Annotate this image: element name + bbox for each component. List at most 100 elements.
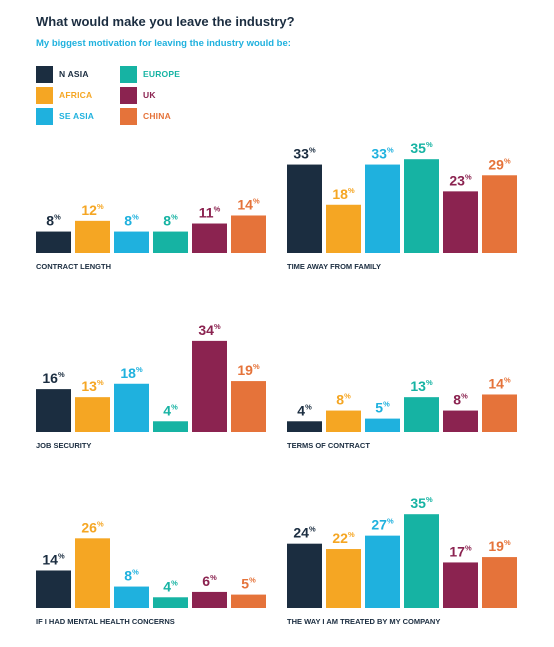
data-label-se-asia: 5% — [375, 400, 390, 416]
data-label-n-asia: 16% — [42, 370, 65, 386]
data-label-africa: 18% — [332, 186, 355, 202]
data-label-n-asia: 8% — [46, 213, 61, 229]
bar-uk — [443, 410, 478, 432]
bar-africa — [75, 397, 110, 432]
chart-title: TIME AWAY FROM FAMILY — [287, 262, 381, 271]
chart-title: JOB SECURITY — [36, 441, 91, 450]
bar-africa — [326, 204, 361, 253]
bar-se-asia — [114, 586, 149, 608]
bar-africa — [326, 410, 361, 432]
data-label-se-asia: 8% — [124, 213, 139, 229]
data-label-se-asia: 33% — [371, 146, 394, 162]
data-label-se-asia: 27% — [371, 517, 394, 533]
page-title: What would make you leave the industry? — [36, 14, 295, 29]
chart-title: CONTRACT LENGTH — [36, 262, 111, 271]
chart-job-security: 16% 13% 18% 4% 34% 19% JOB SECURITY — [36, 322, 266, 450]
data-label-europe: 4% — [163, 578, 178, 594]
chart-terms-of-contract: 4% 8% 5% 13% 8% 14% TERMS OF CONTRACT — [287, 375, 517, 450]
legend-swatch-europe — [120, 65, 137, 83]
data-label-africa: 22% — [332, 530, 355, 546]
bar-africa — [326, 549, 361, 608]
legend-item-china: CHINA — [120, 106, 171, 126]
data-label-africa: 12% — [81, 202, 104, 218]
legend-item-se-asia: SE ASIA — [36, 106, 94, 126]
data-label-uk: 23% — [449, 172, 472, 188]
bar-europe — [153, 421, 188, 432]
legend-swatch-china — [120, 107, 137, 125]
bar-uk — [443, 562, 478, 608]
legend: N ASIA EUROPE AFRICA UK SE ASIA CHINA — [36, 64, 236, 126]
legend-item-uk: UK — [120, 85, 156, 105]
bar-europe — [153, 231, 188, 253]
data-label-europe: 4% — [163, 402, 178, 418]
data-label-europe: 13% — [410, 378, 433, 394]
data-label-uk: 17% — [449, 543, 472, 559]
data-label-africa: 13% — [81, 378, 104, 394]
data-label-europe: 35% — [410, 140, 433, 156]
data-label-china: 14% — [237, 196, 260, 212]
bar-se-asia — [114, 383, 149, 432]
legend-swatch-uk — [120, 86, 137, 104]
data-label-se-asia: 18% — [120, 365, 143, 381]
data-label-china: 14% — [488, 375, 511, 391]
bar-se-asia — [365, 164, 400, 253]
legend-swatch-se-asia — [36, 107, 53, 125]
legend-label-china: CHINA — [143, 111, 171, 121]
bar-uk — [192, 223, 227, 253]
data-label-uk: 11% — [199, 205, 221, 221]
data-label-china: 19% — [237, 362, 260, 378]
data-label-europe: 8% — [163, 213, 178, 229]
legend-swatch-n-asia — [36, 65, 53, 83]
data-label-n-asia: 33% — [293, 146, 316, 162]
data-label-africa: 26% — [81, 519, 104, 535]
data-label-africa: 8% — [336, 392, 351, 408]
data-label-europe: 35% — [410, 495, 433, 511]
legend-label-europe: EUROPE — [143, 69, 181, 79]
bar-uk — [192, 340, 227, 432]
legend-item-europe: EUROPE — [120, 64, 180, 84]
bar-europe — [404, 159, 439, 253]
data-label-china: 19% — [488, 538, 511, 554]
data-label-uk: 34% — [198, 322, 221, 338]
legend-swatch-africa — [36, 86, 53, 104]
bar-se-asia — [365, 418, 400, 432]
bar-uk — [443, 191, 478, 253]
chart-the-way-i-am-treated-by-my-company: 24% 22% 27% 35% 17% 19% THE WAY I AM TREATED B… — [287, 495, 517, 626]
legend-item-n-asia: N ASIA — [36, 64, 89, 84]
bar-china — [482, 175, 517, 253]
bar-africa — [75, 538, 110, 608]
data-label-n-asia: 24% — [293, 525, 316, 541]
data-label-n-asia: 14% — [42, 551, 65, 567]
bar-europe — [153, 597, 188, 608]
bar-china — [231, 215, 266, 253]
bar-europe — [404, 514, 439, 608]
chart-title: THE WAY I AM TREATED BY MY COMPANY — [287, 617, 440, 626]
bar-china — [482, 394, 517, 432]
legend-label-uk: UK — [143, 90, 156, 100]
data-label-uk: 8% — [453, 392, 468, 408]
bar-china — [231, 594, 266, 608]
page-subtitle: My biggest motivation for leaving the in… — [36, 38, 291, 49]
legend-label-se-asia: SE ASIA — [59, 111, 95, 121]
bar-africa — [75, 220, 110, 253]
bar-n-asia — [287, 421, 322, 432]
chart-if-i-had-mental-health-concerns: 14% 26% 8% 4% 6% 5% IF I HAD MENTAL HEALTH CON… — [36, 519, 266, 626]
bar-n-asia — [36, 389, 71, 432]
chart-time-away-from-family: 33% 18% 33% 35% 23% 29% TIME AWAY FROM FAMILY — [287, 140, 517, 271]
chart-contract-length: 8% 12% 8% 8% 11% 14% CONTRACT LENGTH — [36, 196, 266, 271]
bar-n-asia — [287, 164, 322, 253]
legend-label-n-asia: N ASIA — [59, 69, 89, 79]
bar-uk — [192, 591, 227, 608]
legend-item-africa: AFRICA — [36, 85, 92, 105]
bar-se-asia — [365, 535, 400, 608]
data-label-se-asia: 8% — [124, 568, 139, 584]
bar-n-asia — [36, 570, 71, 608]
bar-n-asia — [287, 543, 322, 608]
bar-n-asia — [36, 231, 71, 253]
data-label-uk: 6% — [202, 573, 217, 589]
data-label-n-asia: 4% — [297, 402, 312, 418]
bar-china — [482, 557, 517, 608]
legend-label-africa: AFRICA — [59, 90, 93, 100]
bar-china — [231, 381, 266, 432]
